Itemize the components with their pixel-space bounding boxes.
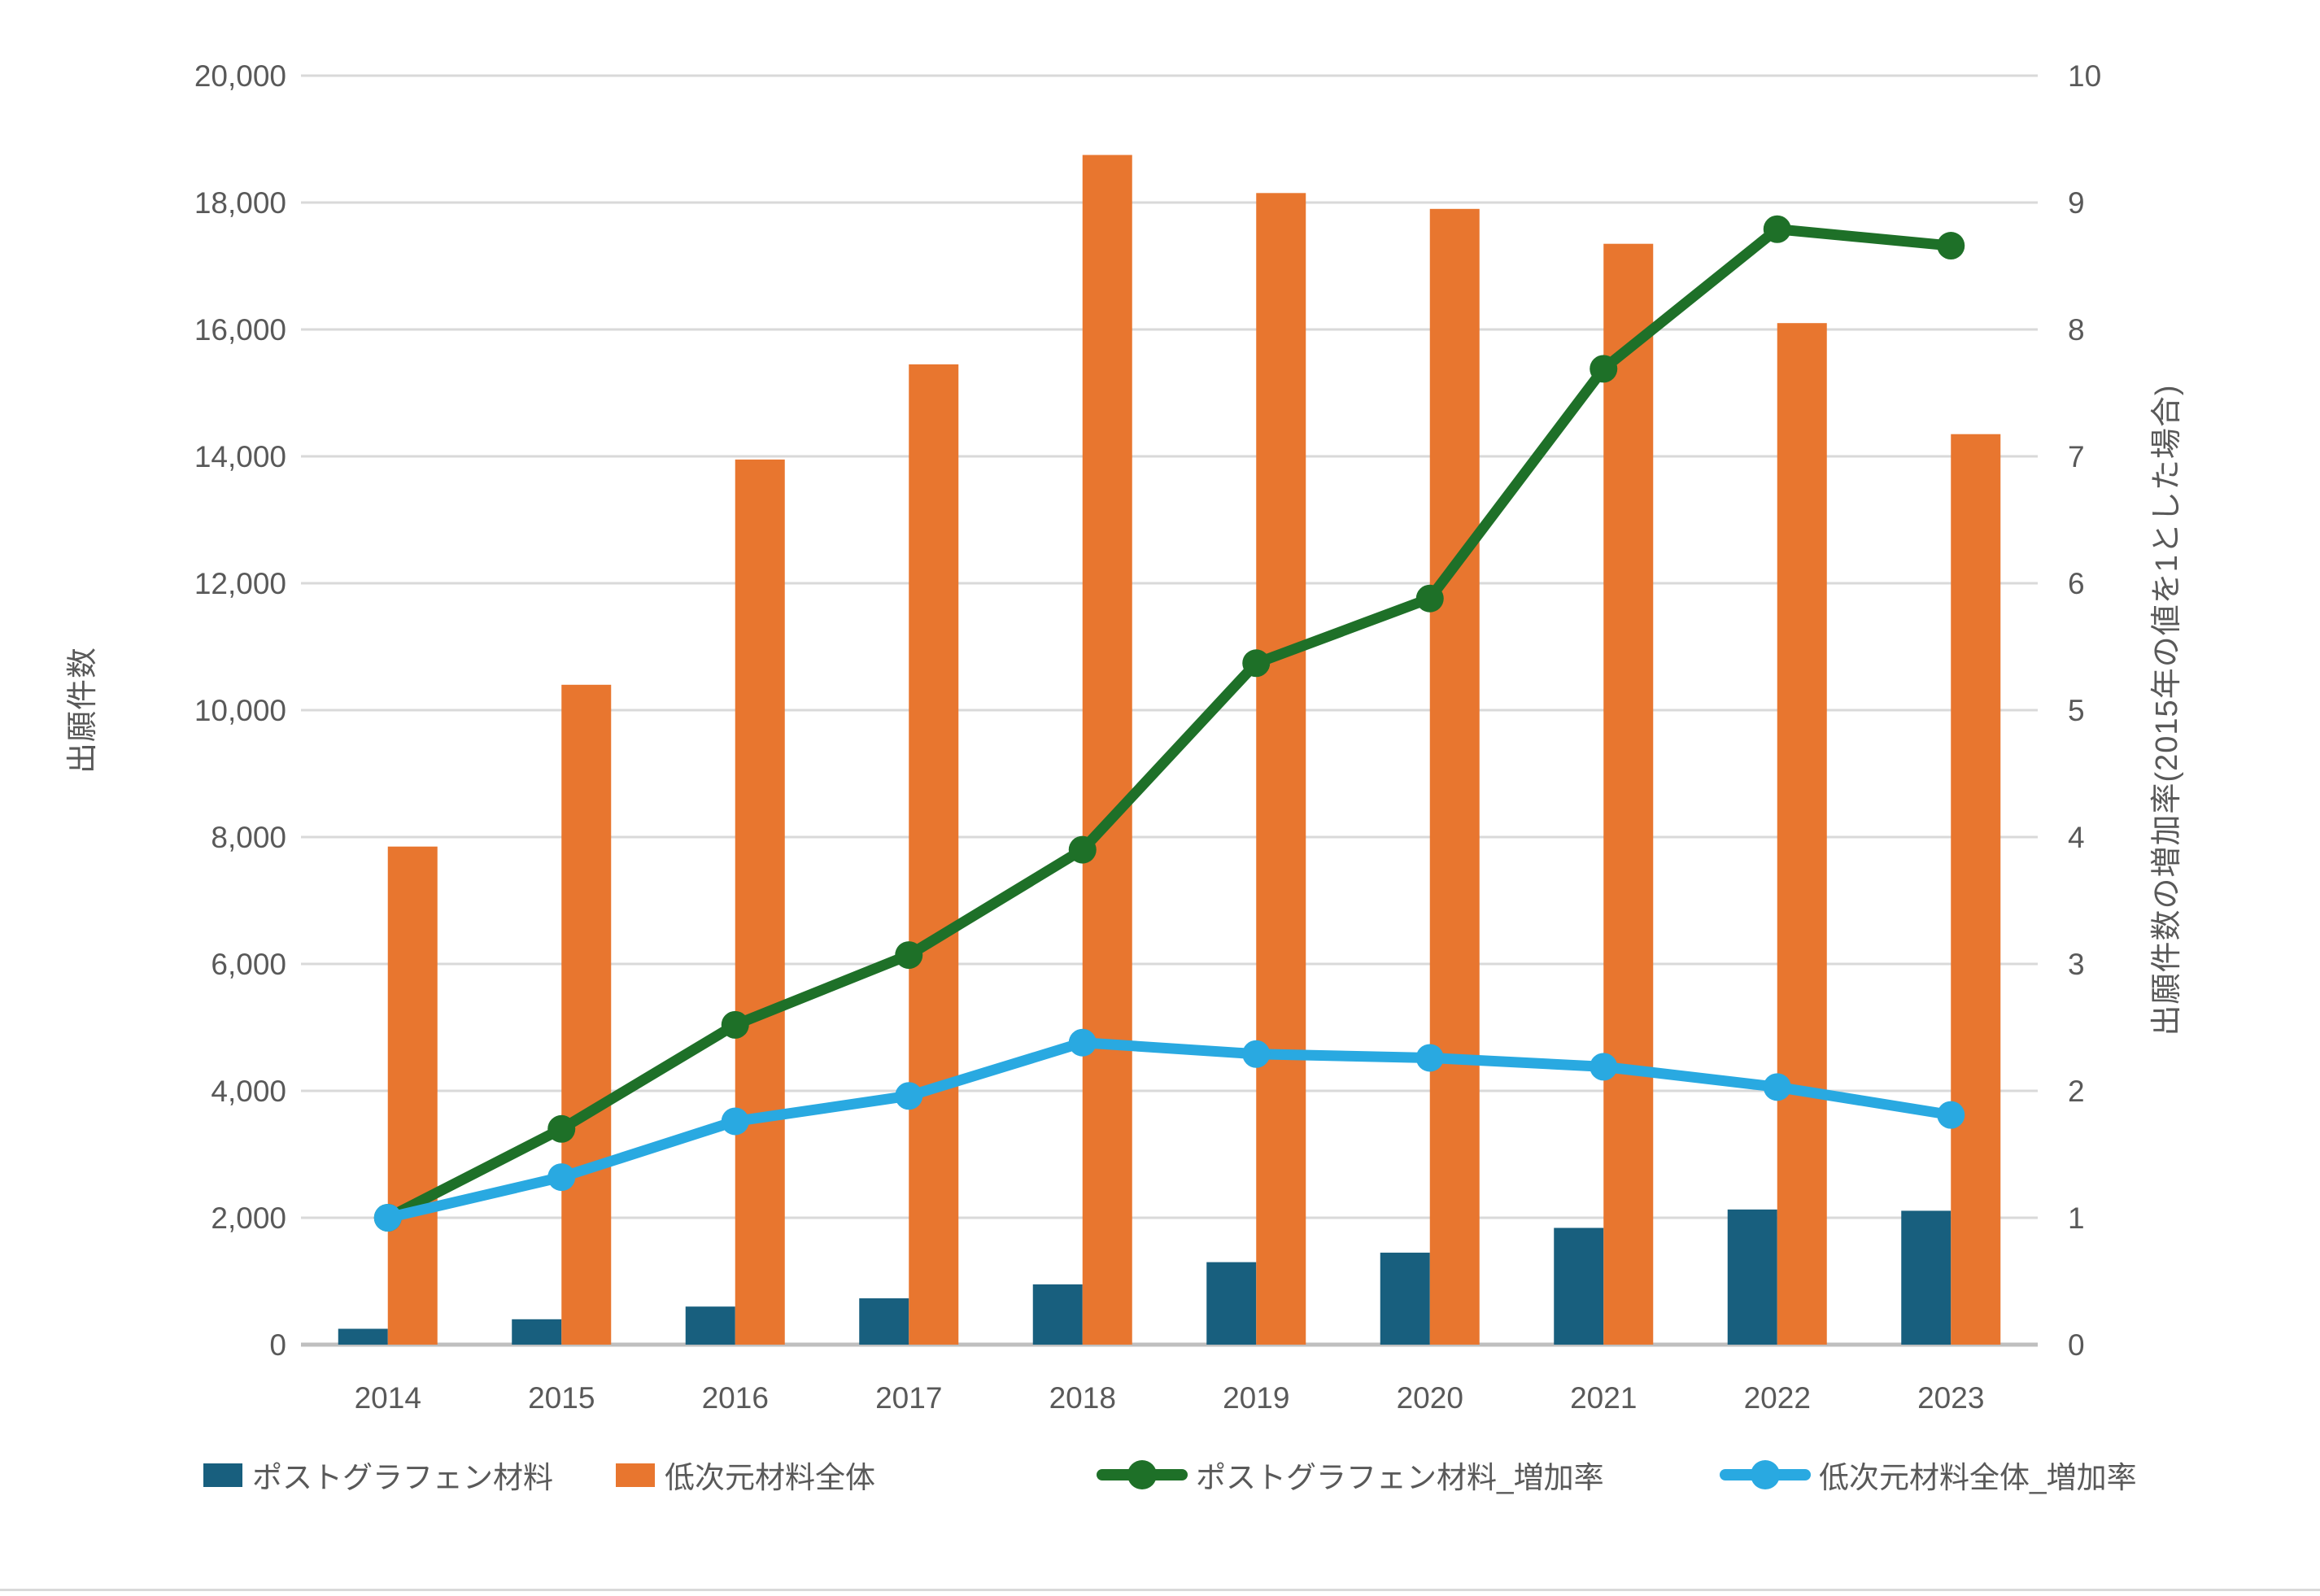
bar-低次元材料全体-2014: [387, 846, 438, 1345]
left-axis-title: 出願件数: [66, 647, 100, 774]
bar-ポストグラフェン材料-2016: [685, 1306, 735, 1345]
legend-item-post-graphene: ポストグラフェン材料: [203, 1452, 553, 1498]
marker-低次元材料全体_増加率-2015: [547, 1163, 576, 1192]
legend-label: ポストグラフェン材料_増加率: [1196, 1461, 1604, 1494]
left-axis-tick-label: 14,000: [194, 440, 286, 473]
left-axis-tick-label: 8,000: [211, 821, 286, 854]
left-axis-tick-label: 16,000: [194, 313, 286, 347]
legend-line-marker-lightblue: [1720, 1460, 1811, 1489]
right-axis-tick-label: 0: [2068, 1328, 2085, 1362]
legend-dot-icon: [1127, 1460, 1157, 1489]
marker-低次元材料全体_増加率-2022: [1763, 1073, 1791, 1101]
legend-label: 低次元材料全体_増加率: [1819, 1461, 2137, 1494]
bar-ポストグラフェン材料-2014: [338, 1328, 388, 1345]
right-axis-tick-label: 6: [2068, 567, 2085, 600]
line-低次元材料全体_増加率: [382, 1037, 1956, 1223]
legend-swatch-low-dim-total: [616, 1463, 655, 1487]
left-axis-tick-label: 2,000: [211, 1201, 286, 1235]
bar-ポストグラフェン材料-2022: [1727, 1209, 1777, 1345]
bar-低次元材料全体-2022: [1777, 323, 1827, 1345]
left-axis-tick-label: 10,000: [194, 694, 286, 727]
right-axis-tick-label: 3: [2068, 948, 2085, 981]
bar-ポストグラフェン材料-2020: [1380, 1252, 1430, 1345]
marker-ポストグラフェン材料_増加率-2020: [1415, 584, 1444, 613]
right-axis-tick-label: 9: [2068, 186, 2085, 220]
marker-低次元材料全体_増加率-2016: [721, 1107, 749, 1136]
legend-swatch-post-graphene: [203, 1463, 242, 1487]
bar-ポストグラフェン材料-2017: [859, 1298, 909, 1345]
right-axis-tick-label: 8: [2068, 313, 2085, 347]
line-ポストグラフェン材料_増加率: [382, 224, 1956, 1223]
marker-ポストグラフェン材料_増加率-2016: [721, 1010, 749, 1039]
legend-item-low-dim-total: 低次元材料全体: [616, 1452, 875, 1498]
marker-低次元材料全体_増加率-2023: [1937, 1101, 1965, 1129]
x-axis-label-2023: 2023: [1917, 1381, 1984, 1415]
bar-低次元材料全体-2016: [735, 459, 785, 1345]
marker-ポストグラフェン材料_増加率-2023: [1937, 232, 1965, 260]
x-axis-label-2022: 2022: [1744, 1381, 1811, 1415]
right-axis-tick-label: 7: [2068, 440, 2085, 473]
marker-低次元材料全体_増加率-2021: [1590, 1053, 1618, 1081]
left-axis-tick-label: 12,000: [194, 567, 286, 600]
marker-低次元材料全体_増加率-2014: [373, 1204, 402, 1232]
x-axis-label-2019: 2019: [1223, 1381, 1289, 1415]
right-axis-tick-label: 4: [2068, 821, 2085, 854]
left-axis-tick-label: 4,000: [211, 1075, 286, 1108]
marker-ポストグラフェン材料_増加率-2019: [1242, 649, 1271, 678]
bar-ポストグラフェン材料-2018: [1032, 1284, 1083, 1345]
legend-label: ポストグラフェン材料: [252, 1461, 553, 1494]
x-axis-label-2021: 2021: [1570, 1381, 1637, 1415]
bar-ポストグラフェン材料-2021: [1554, 1228, 1604, 1345]
legend: ポストグラフェン材料 低次元材料全体 ポストグラフェン材料_増加率 低次元材料全…: [0, 1452, 2320, 1498]
legend-item-post-graphene-rate: ポストグラフェン材料_増加率: [1097, 1452, 1604, 1498]
bar-低次元材料全体-2018: [1082, 155, 1132, 1345]
right-axis-title: 出願件数の増加率(2015年の値を1とした場合): [2150, 384, 2184, 1036]
legend-line-marker-green: [1097, 1460, 1188, 1489]
right-axis-tick-label: 5: [2068, 694, 2085, 727]
legend-dot-icon: [1751, 1460, 1780, 1489]
marker-ポストグラフェン材料_増加率-2022: [1763, 215, 1791, 243]
chart-bottom-border: [0, 1589, 2320, 1591]
x-axis-label-2020: 2020: [1397, 1381, 1463, 1415]
marker-低次元材料全体_増加率-2019: [1242, 1040, 1271, 1068]
left-axis-tick-label: 0: [269, 1328, 286, 1362]
bar-低次元材料全体-2020: [1429, 208, 1480, 1345]
marker-ポストグラフェン材料_増加率-2015: [547, 1114, 576, 1143]
marker-低次元材料全体_増加率-2017: [895, 1082, 923, 1110]
legend-label: 低次元材料全体: [665, 1461, 875, 1494]
marker-低次元材料全体_増加率-2018: [1068, 1028, 1097, 1057]
right-axis-tick-label: 10: [2068, 59, 2101, 93]
marker-ポストグラフェン材料_増加率-2017: [895, 941, 923, 970]
left-axis-tick-label: 6,000: [211, 948, 286, 981]
x-axis-label-2018: 2018: [1049, 1381, 1116, 1415]
bar-低次元材料全体-2015: [561, 684, 612, 1345]
marker-ポストグラフェン材料_増加率-2018: [1068, 835, 1097, 864]
left-axis-tick-label: 18,000: [194, 186, 286, 220]
bar-低次元材料全体-2017: [909, 364, 959, 1345]
bar-ポストグラフェン材料-2019: [1206, 1262, 1257, 1345]
bar-低次元材料全体-2019: [1256, 193, 1306, 1345]
legend-item-low-dim-total-rate: 低次元材料全体_増加率: [1720, 1452, 2137, 1498]
bar-低次元材料全体-2023: [1951, 434, 2001, 1345]
left-axis-tick-label: 20,000: [194, 59, 286, 93]
right-axis-tick-label: 2: [2068, 1075, 2085, 1108]
right-axis-tick-label: 1: [2068, 1201, 2085, 1235]
bar-ポストグラフェン材料-2015: [512, 1319, 562, 1345]
bar-ポストグラフェン材料-2023: [1901, 1210, 1952, 1345]
marker-低次元材料全体_増加率-2020: [1415, 1044, 1444, 1072]
x-axis-label-2014: 2014: [355, 1381, 421, 1415]
x-axis-label-2016: 2016: [702, 1381, 769, 1415]
x-axis-label-2015: 2015: [528, 1381, 595, 1415]
x-axis-label-2017: 2017: [875, 1381, 942, 1415]
bar-低次元材料全体-2021: [1603, 243, 1654, 1345]
marker-ポストグラフェン材料_増加率-2021: [1590, 355, 1618, 383]
